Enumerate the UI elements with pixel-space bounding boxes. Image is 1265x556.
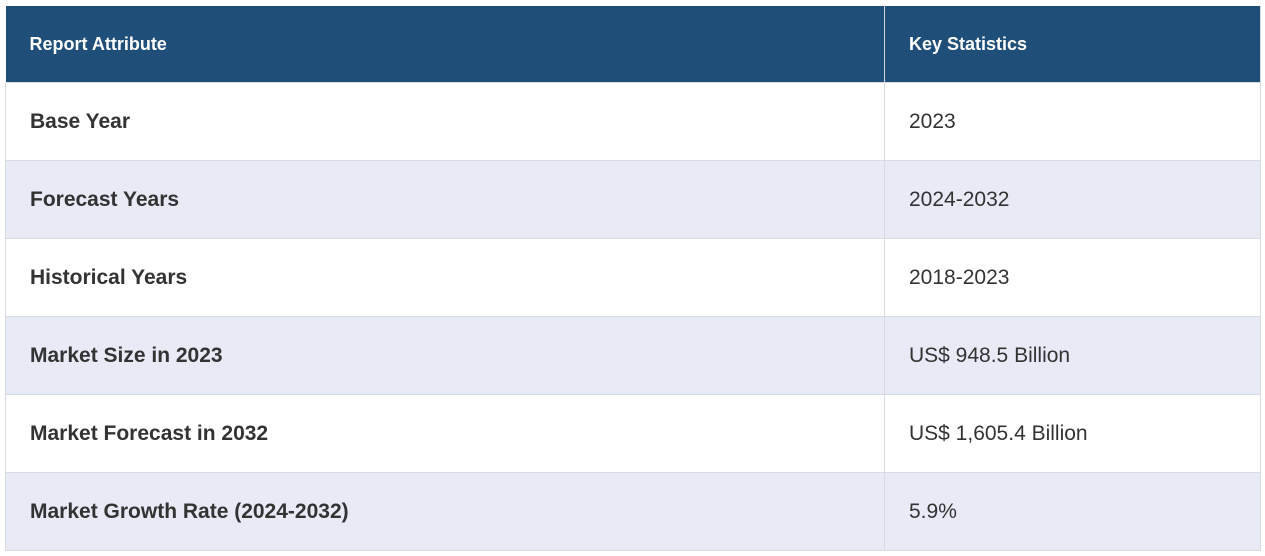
table-row: Market Growth Rate (2024-2032) 5.9% (5, 472, 1261, 551)
value-cell: 2018-2023 (884, 238, 1261, 317)
value-cell: 2024-2032 (884, 160, 1261, 239)
table-row: Forecast Years 2024-2032 (5, 160, 1261, 239)
table-row: Historical Years 2018-2023 (5, 238, 1261, 317)
value-cell: US$ 948.5 Billion (884, 316, 1261, 395)
table-body: Base Year 2023 Forecast Years 2024-2032 Hist… (5, 82, 1261, 551)
header-cell: Key Statistics (884, 6, 1261, 83)
attribute-cell: Market Size in 2023 (5, 316, 885, 395)
header-cell: Report Attribute (5, 6, 885, 83)
attribute-cell: Forecast Years (5, 160, 885, 239)
table-row: Market Size in 2023 US$ 948.5 Billion (5, 316, 1261, 395)
attribute-cell: Market Growth Rate (2024-2032) (5, 472, 885, 551)
stats-table: Report Attribute Key Statistics Base Yea… (5, 6, 1261, 551)
value-cell: 5.9% (884, 472, 1261, 551)
attribute-cell: Market Forecast in 2032 (5, 394, 885, 473)
table-row: Base Year 2023 (5, 82, 1261, 161)
header-row: Report Attribute Key Statistics (5, 6, 1261, 83)
table-row: Market Forecast in 2032 US$ 1,605.4 Billi… (5, 394, 1261, 473)
value-cell: 2023 (884, 82, 1261, 161)
attribute-cell: Historical Years (5, 238, 885, 317)
attribute-cell: Base Year (5, 82, 885, 161)
value-cell: US$ 1,605.4 Billion (884, 394, 1261, 473)
